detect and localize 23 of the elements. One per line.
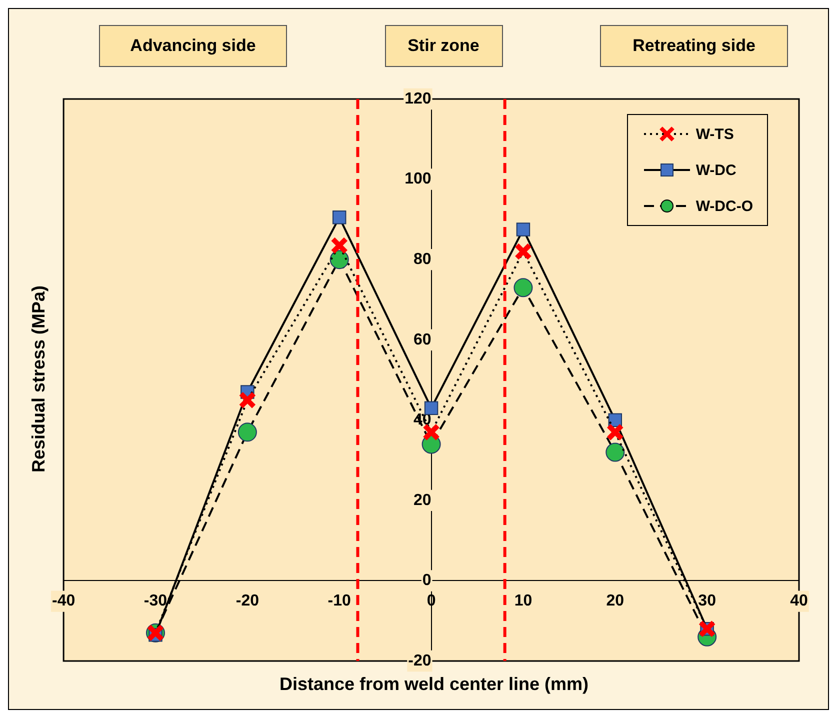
text: Retreating side	[600, 25, 788, 67]
legend-label: W-TS	[696, 126, 734, 142]
y-tick-label: 0	[422, 572, 432, 590]
text: Advancing side	[99, 25, 287, 67]
legend-label: W-DC	[696, 162, 736, 178]
y-tick-label: 120	[404, 90, 432, 108]
y-tick-label: 100	[404, 170, 432, 188]
x-tick-label: 30	[698, 592, 716, 610]
legend-label: W-DC-O	[696, 198, 753, 214]
y-tick-label: 60	[413, 331, 432, 348]
x-tick-label: -30	[144, 592, 168, 610]
y-tick-label: -20	[408, 652, 432, 670]
x-tick-label: -40	[52, 592, 76, 610]
x-tick-label: 10	[514, 592, 532, 610]
x-tick-label: -20	[236, 592, 260, 610]
x-axis-title: Distance from weld center line (mm)	[278, 674, 590, 695]
x-tick-label: -10	[328, 592, 352, 610]
text: Stir zone	[384, 25, 502, 67]
y-axis-title: Residual stress (MPa)	[28, 285, 50, 473]
y-tick-label: 20	[413, 492, 432, 509]
x-tick-label: 20	[606, 592, 624, 610]
x-tick-label: 40	[790, 592, 808, 610]
y-tick-label: 80	[413, 250, 432, 268]
